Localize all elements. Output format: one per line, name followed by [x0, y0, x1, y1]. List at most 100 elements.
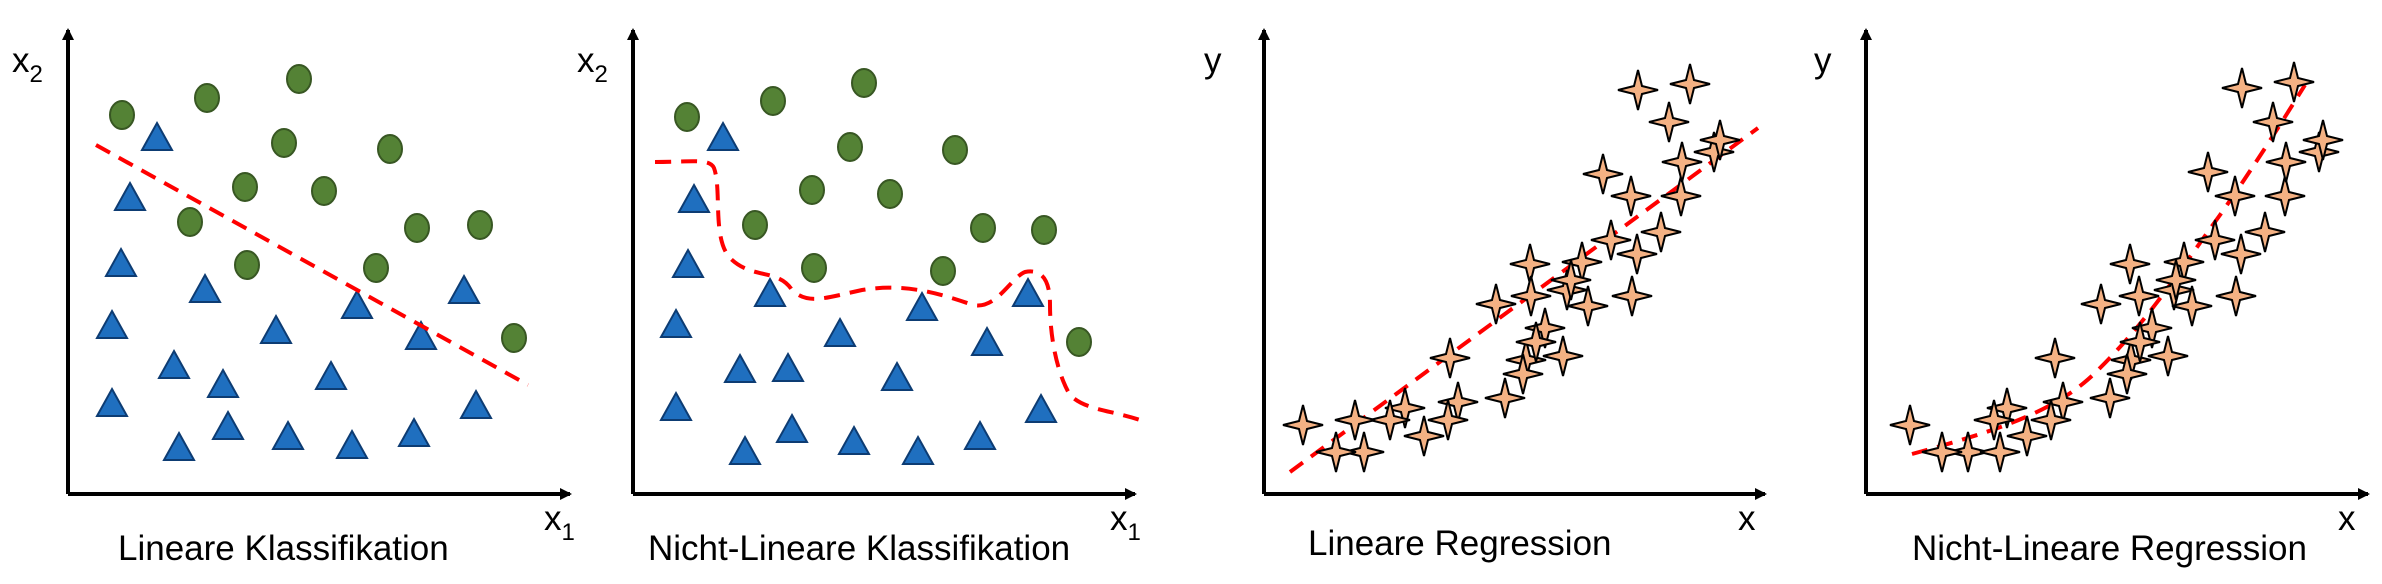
sample-star — [1660, 175, 1702, 217]
class-b-triangle — [447, 273, 481, 304]
sample-star — [2220, 233, 2262, 275]
sample-star — [2265, 141, 2307, 183]
class-a-circle — [286, 64, 312, 94]
sample-star — [1610, 175, 1652, 217]
sample-star — [1590, 219, 1632, 261]
class-a-circle — [377, 134, 403, 164]
sample-star — [1669, 63, 1711, 105]
x-axis-label: x — [1738, 499, 1756, 538]
sample-star — [1429, 337, 1471, 379]
class-b-triangle — [753, 276, 787, 307]
class-a-circle — [501, 323, 527, 353]
sample-star — [2264, 175, 2306, 217]
decision-boundary — [654, 159, 1141, 422]
class-b-triangle — [706, 120, 740, 151]
panel-nonlinear-classification: x2 x1 Nicht-Lineare Klassifikation — [577, 28, 1141, 568]
class-b-triangle — [775, 412, 809, 443]
class-a-circle — [674, 102, 700, 132]
class-b-triangle — [104, 246, 138, 277]
sample-star — [1315, 431, 1357, 473]
sample-star — [1611, 275, 1653, 317]
class-b-triangle — [113, 180, 147, 211]
class-b-triangle — [95, 386, 129, 417]
y-axis-label: y — [1814, 41, 1832, 80]
class-a-circle — [760, 86, 786, 116]
class-b-triangle — [157, 348, 191, 379]
class-a-circle — [877, 179, 903, 209]
class-b-triangle — [671, 247, 705, 278]
class-a-circle — [970, 213, 996, 243]
y-axis-label: x2 — [577, 41, 608, 88]
sample-star — [1343, 431, 1385, 473]
sample-star — [2131, 307, 2173, 349]
class-a-circle — [232, 172, 258, 202]
sample-star — [1334, 399, 1376, 441]
class-b-triangle — [211, 409, 245, 440]
sample-star — [2302, 119, 2344, 161]
caption: Lineare Klassifikation — [118, 529, 449, 568]
sample-star — [1661, 141, 1703, 183]
class-a-points — [109, 64, 527, 353]
class-b-triangle — [259, 313, 293, 344]
sample-star — [2214, 175, 2256, 217]
sample-star — [2118, 275, 2160, 317]
panel-linear-classification: x2 x1 Lineare Klassifikation — [12, 28, 575, 568]
class-b-triangle — [963, 419, 997, 450]
sample-star — [1648, 101, 1690, 143]
class-b-triangle — [397, 416, 431, 447]
sample-star — [2215, 275, 2257, 317]
sample-star — [1921, 431, 1963, 473]
sample-star — [1403, 415, 1445, 457]
sample-star — [2147, 335, 2189, 377]
class-b-triangle — [340, 288, 374, 319]
sample-points — [1282, 63, 1741, 473]
class-b-triangle — [771, 351, 805, 382]
sample-star — [2034, 337, 2076, 379]
sample-star — [1567, 285, 1609, 327]
sample-star — [2155, 259, 2197, 301]
sample-star — [1640, 211, 1682, 253]
sample-star — [2119, 321, 2161, 363]
class-b-triangle — [162, 430, 196, 461]
class-a-circle — [177, 207, 203, 237]
sample-star — [1986, 387, 2028, 429]
class-b-triangle — [140, 120, 174, 151]
class-b-points — [95, 120, 493, 461]
y-axis-label: x2 — [12, 41, 43, 88]
class-b-triangle — [271, 419, 305, 450]
sample-star — [2109, 243, 2151, 285]
x-axis-label: x — [2338, 499, 2356, 538]
class-b-triangle — [659, 390, 693, 421]
class-b-points — [659, 120, 1058, 465]
sample-star — [1546, 269, 1588, 311]
sample-star — [2106, 353, 2148, 395]
sample-star — [1979, 431, 2021, 473]
class-b-triangle — [837, 424, 871, 455]
sample-star — [1889, 404, 1931, 446]
class-a-circle — [942, 135, 968, 165]
caption: Nicht-Lineare Regression — [1912, 529, 2307, 568]
sample-star — [1510, 275, 1552, 317]
class-b-triangle — [823, 316, 857, 347]
sample-star — [2273, 61, 2315, 103]
class-a-circle — [1066, 327, 1092, 357]
class-a-circle — [801, 253, 827, 283]
sample-star — [2006, 415, 2048, 457]
sample-star — [1947, 431, 1989, 473]
class-b-triangle — [1011, 276, 1045, 307]
sample-star — [2194, 219, 2236, 261]
class-a-circle — [467, 210, 493, 240]
sample-star — [2089, 377, 2131, 419]
sample-star — [2030, 399, 2072, 441]
sample-star — [1502, 353, 1544, 395]
sample-star — [1582, 153, 1624, 195]
class-b-triangle — [1024, 392, 1058, 423]
class-a-circle — [234, 250, 260, 280]
class-b-triangle — [404, 319, 438, 350]
class-a-circle — [1031, 215, 1057, 245]
sample-star — [2187, 151, 2229, 193]
sample-star — [2221, 67, 2263, 109]
sample-star — [2298, 131, 2340, 173]
y-axis-label: y — [1204, 41, 1222, 80]
